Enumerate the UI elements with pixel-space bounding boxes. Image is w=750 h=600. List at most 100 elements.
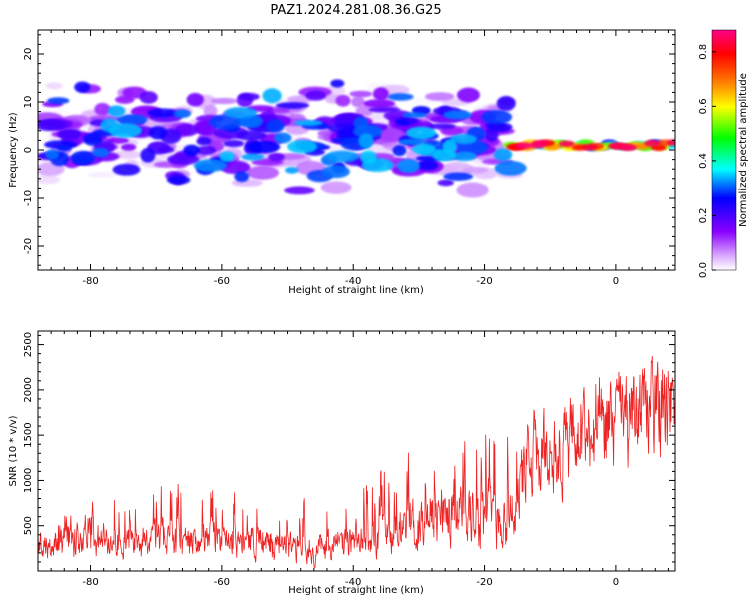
spectrogram-ytick-label: -10: [23, 190, 34, 206]
spectrogram-blob: [285, 166, 299, 174]
spectrogram-blob: [274, 132, 292, 144]
spectrogram-blob: [349, 90, 373, 98]
snr-ytick-label: 2000: [23, 377, 34, 402]
colorbar-label: Normalized spectral amplitude: [738, 73, 749, 227]
spectrogram-blob: [403, 97, 435, 105]
spectrogram-blob: [392, 144, 407, 157]
spectrogram-blob: [275, 102, 310, 109]
spectrogram-ylabel: Frequency (Hz): [8, 112, 19, 188]
spectrogram-blob: [452, 151, 477, 162]
colorbar: 0.0 0.2 0.4 0.6 0.8 Normalized spectral ampl…: [698, 29, 749, 278]
spectrogram-blob: [74, 81, 91, 93]
spectrogram-blob: [112, 163, 141, 176]
spectrogram-blob: [166, 175, 191, 185]
spectrogram-blob: [462, 167, 489, 174]
spectrogram-blob: [203, 104, 218, 118]
spectrogram-xtick-label: -20: [476, 276, 492, 287]
spectrogram-blob: [157, 146, 175, 153]
spectrogram-blob: [220, 160, 251, 175]
spectrogram-blob: [350, 96, 365, 108]
spectrogram-blob: [352, 124, 383, 139]
spectrogram-blob: [196, 137, 212, 146]
spectrogram-blob: [92, 147, 109, 158]
spectrogram-blob: [58, 128, 82, 140]
spectrogram-blob: [529, 141, 545, 149]
spectrogram-blob: [47, 97, 70, 105]
spectrogram-blob: [94, 102, 111, 116]
spectrogram-blob: [392, 184, 423, 192]
spectrogram-blob: [116, 114, 148, 125]
spectrogram-blob: [443, 110, 472, 120]
spectrogram-xtick-label: -40: [345, 276, 361, 287]
snr-xtick-label: -40: [345, 577, 361, 588]
spectrogram-blob: [241, 153, 265, 161]
spectrogram-xtick-label: 0: [613, 276, 619, 287]
spectrogram-blob: [284, 186, 315, 195]
spectrogram-blob: [112, 150, 142, 159]
spectrogram-blob: [621, 144, 637, 151]
spectrogram-blob: [330, 79, 345, 88]
spectrogram-blob: [322, 165, 350, 179]
spectrogram-blob: [412, 143, 436, 155]
spectrogram-blob: [355, 105, 373, 117]
spectrogram-blob: [442, 139, 458, 155]
spectrogram-blob: [223, 139, 245, 148]
spectrogram-blob: [246, 165, 280, 180]
colorbar-gradient: [711, 29, 737, 271]
spectrogram-panel: -80 -60 -40 -20 0 -20 -10 0 10 20 Height of stra…: [8, 29, 676, 296]
spectrogram-blob: [363, 99, 396, 108]
spectrogram-blob: [406, 126, 437, 140]
snr-ytick-label: 2500: [23, 332, 34, 357]
spectrogram-blob: [493, 148, 513, 162]
colorbar-tick-label: 0.2: [698, 208, 709, 224]
spectrogram-blob: [417, 160, 439, 171]
spectrogram-blob: [581, 143, 598, 151]
spectrogram-blob: [38, 119, 67, 132]
spectrogram-blob: [325, 150, 359, 163]
spectrogram-blob: [147, 108, 178, 118]
spectrogram-blob: [305, 90, 327, 101]
snr-xtick-label: 0: [613, 577, 619, 588]
spectrogram-blob: [377, 126, 406, 143]
spectrogram-blob: [398, 138, 427, 145]
spectrogram-blob: [456, 182, 489, 198]
spectrogram-blob: [496, 95, 516, 111]
colorbar-tick-label: 0.0: [698, 262, 709, 278]
spectrogram-xlabel: Height of straight line (km): [288, 285, 424, 296]
snr-ytick-label: 1500: [23, 422, 34, 447]
spectrogram-blob: [287, 140, 318, 154]
snr-series-line: [38, 355, 675, 570]
spectrogram-blob: [238, 92, 260, 101]
spectrogram-blob: [183, 144, 200, 157]
spectrogram-blob: [186, 92, 204, 107]
spectrogram-blob: [210, 97, 238, 105]
snr-xlabel: Height of straight line (km): [288, 585, 424, 596]
snr-xtick-label: -60: [214, 577, 230, 588]
snr-xtick-label: -80: [82, 577, 98, 588]
spectrogram-blob: [83, 133, 103, 146]
colorbar-tick-label: 0.4: [698, 153, 709, 169]
spectrogram-blob: [120, 143, 137, 151]
spectrogram-blob: [402, 112, 427, 118]
spectrogram-blob: [387, 93, 414, 101]
spectrogram-blob: [45, 82, 63, 90]
snr-panel: -80 -60 -40 -20 0 500 1000 1500 2000 2500 Height…: [8, 330, 676, 596]
spectrogram-blob: [368, 106, 401, 113]
spectrogram-blob: [196, 145, 217, 155]
spectrogram-blob: [516, 142, 532, 150]
spectrogram-xtick-label: -60: [214, 276, 230, 287]
spectrogram-blob: [360, 150, 377, 164]
spectrogram-blob: [38, 175, 61, 185]
spectrogram-blob: [224, 107, 258, 119]
spectrogram-blob: [108, 123, 142, 138]
spectrogram-blob: [140, 147, 156, 163]
spectrogram-ytick-label: 20: [23, 48, 34, 61]
spectrogram-blob: [397, 159, 420, 173]
snr-ytick-label: 500: [23, 516, 34, 535]
spectrogram-blob: [358, 133, 374, 149]
spectrogram-blob: [174, 123, 199, 137]
spectrogram-blob: [372, 87, 389, 101]
spectrogram-blob: [139, 91, 158, 104]
spectrogram-blob: [424, 92, 455, 102]
